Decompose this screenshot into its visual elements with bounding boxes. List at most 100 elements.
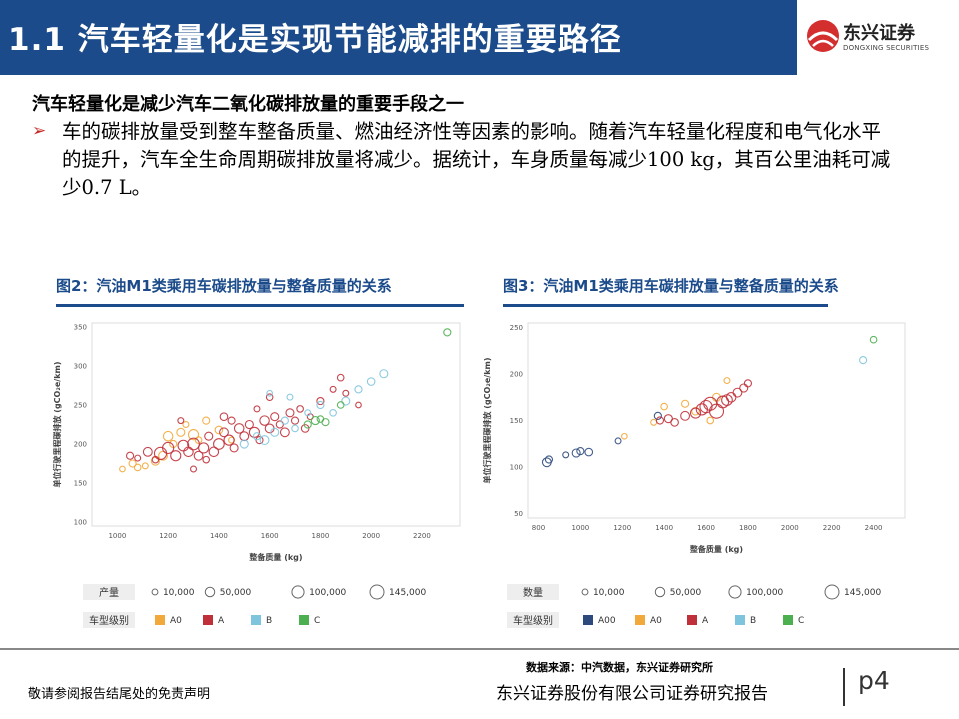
scatter-chart-figure-2: 1000 1200 1400 1600 1800 2000 2200 100 150 200 250… (52, 322, 461, 628)
y-tick-label: 100 (74, 519, 87, 527)
color-legend-swatch (783, 615, 793, 625)
x-tick-label: 1800 (739, 524, 757, 532)
color-legend-swatch (687, 615, 697, 625)
data-point-a (285, 408, 295, 418)
color-legend-swatch (635, 615, 645, 625)
size-legend-title: 产量 (99, 586, 119, 599)
data-point-b (259, 435, 270, 446)
data-point-a (355, 401, 362, 409)
data-point-a (670, 418, 679, 427)
data-point-b (252, 432, 262, 441)
data-point-a (743, 379, 753, 388)
y-axis-label: 单位行驶里程碳排放 (gCO₂e/km) (482, 357, 492, 483)
scatter-chart-figure-3: 800 1000 1200 1400 1600 1800 2000 2200 2400 50 100… (482, 322, 906, 628)
data-point-b (859, 356, 868, 365)
data-point-a (275, 420, 284, 429)
data-point-a (227, 416, 236, 425)
x-tick-label: 2200 (823, 524, 841, 532)
data-point-a (655, 416, 665, 425)
size-legend-marker (151, 588, 159, 596)
y-tick-label: 350 (74, 323, 87, 331)
data-point-b (266, 389, 273, 397)
color-legend-swatch (583, 615, 593, 625)
figure-3-underline (503, 304, 828, 307)
x-tick-label: 1800 (311, 532, 329, 540)
color-legend-label: B (266, 616, 272, 626)
color-legend-label: A (218, 616, 225, 626)
subheading: 汽车轻量化是减少汽车二氧化碳排放量的重要手段之一 (32, 94, 464, 115)
data-point-a (699, 399, 713, 414)
y-tick-label: 250 (74, 401, 87, 409)
color-legend-swatch (735, 615, 745, 625)
data-point-a (329, 385, 337, 393)
plot-area (527, 322, 906, 519)
size-legend-title-box (83, 584, 135, 600)
color-legend-label: A00 (598, 616, 616, 626)
x-tick-label: 1600 (697, 524, 715, 532)
footer-company: 东兴证券股份有限公司证券研究报告 (496, 684, 768, 704)
data-point-b (291, 424, 299, 433)
data-point-a (739, 383, 749, 393)
y-tick-label: 200 (510, 371, 523, 379)
data-point-a (204, 431, 214, 441)
x-tick-label: 2200 (413, 532, 431, 540)
size-legend-marker (581, 588, 589, 596)
data-point-b (270, 427, 280, 437)
y-tick-label: 150 (74, 480, 87, 488)
footer-disclaimer: 敬请参阅报告结尾处的免责声明 (28, 687, 211, 702)
size-legend-marker (291, 585, 305, 599)
data-point-a (259, 415, 270, 426)
data-point-a0 (691, 406, 700, 416)
color-legend-title-box (507, 612, 559, 628)
data-point-b (366, 377, 376, 386)
color-legend-title-box (83, 612, 135, 628)
data-point-a0 (119, 465, 126, 473)
data-point-a0 (214, 425, 224, 435)
data-point-a (290, 416, 300, 425)
x-tick-label: 1200 (159, 532, 177, 540)
y-tick-label: 50 (514, 510, 523, 518)
data-point-b (239, 439, 249, 449)
bullet-arrow-icon: ➢ (32, 121, 47, 141)
data-point-a0 (162, 430, 174, 442)
data-point-a (248, 426, 261, 438)
color-legend-label: A0 (650, 616, 662, 626)
data-point-a (253, 405, 261, 413)
data-point-a (229, 443, 239, 453)
data-point-a (187, 437, 200, 451)
size-legend-marker (369, 584, 385, 600)
x-tick-label: 1000 (571, 524, 589, 532)
x-tick-label: 1600 (261, 532, 279, 540)
data-point-a00 (584, 447, 594, 457)
data-point-a0 (176, 427, 186, 437)
data-point-a (142, 446, 153, 457)
size-legend-title: 数量 (523, 586, 543, 599)
data-point-a (219, 412, 229, 422)
size-legend-marker (654, 586, 666, 598)
y-tick-label: 150 (510, 417, 523, 425)
data-point-a (170, 450, 182, 462)
color-legend-label: C (798, 616, 804, 626)
data-point-a (239, 431, 250, 442)
header-bar: 1.1 汽车轻量化是实现节能减排的重要路径 (0, 0, 797, 75)
color-legend-swatch (203, 615, 213, 625)
color-legend-label: B (750, 616, 756, 626)
color-legend-title: 车型级别 (513, 614, 553, 627)
y-tick-label: 200 (74, 441, 87, 449)
data-point-a (296, 405, 304, 413)
data-point-a (270, 412, 280, 422)
color-legend-label: A (702, 616, 709, 626)
data-point-c (303, 420, 312, 429)
data-point-b (316, 400, 325, 410)
data-point-a (265, 393, 274, 401)
x-axis-label: 整备质量 (kg) (248, 552, 302, 562)
data-point-a0 (128, 459, 137, 468)
data-point-c (869, 335, 878, 344)
logo-emblem-icon (807, 20, 839, 52)
x-tick-label: 800 (532, 524, 545, 532)
data-point-c (336, 401, 345, 409)
size-legend-label: 10,000 (593, 588, 625, 598)
data-point-a00 (544, 455, 554, 464)
data-point-a0 (621, 432, 628, 440)
data-point-a (202, 455, 211, 464)
